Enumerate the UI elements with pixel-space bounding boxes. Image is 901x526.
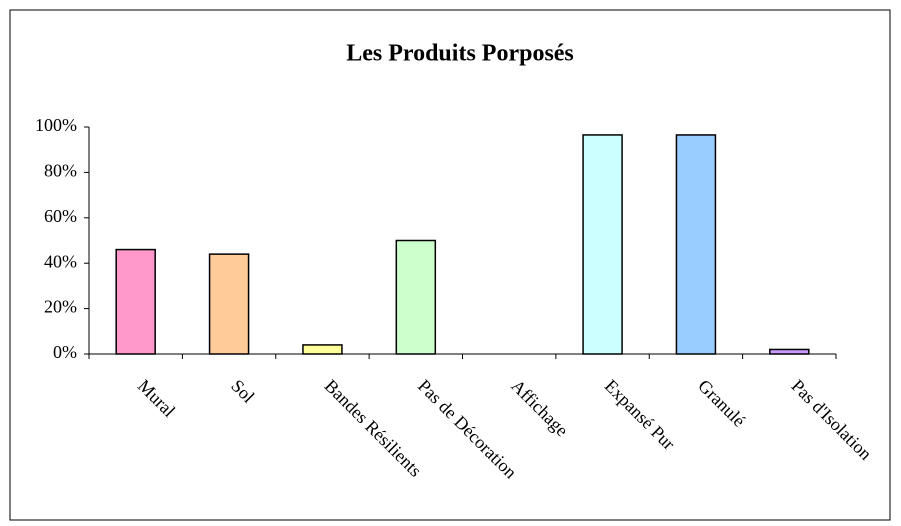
bar bbox=[115, 248, 156, 355]
bar bbox=[395, 239, 437, 355]
y-tick-label: 40% bbox=[44, 251, 77, 271]
y-tick-label: 80% bbox=[44, 161, 77, 181]
y-tick-label: 100% bbox=[35, 115, 77, 135]
y-tick-label: 20% bbox=[44, 297, 77, 317]
bar bbox=[675, 134, 717, 355]
y-tick-label: 60% bbox=[44, 206, 77, 226]
bar bbox=[208, 253, 250, 355]
bar bbox=[582, 134, 623, 355]
bar bbox=[769, 348, 810, 355]
bar bbox=[302, 344, 343, 355]
chart-title: Les Produits Porposés bbox=[346, 41, 574, 67]
y-tick-label: 0% bbox=[53, 342, 77, 362]
chart-border bbox=[9, 9, 891, 521]
